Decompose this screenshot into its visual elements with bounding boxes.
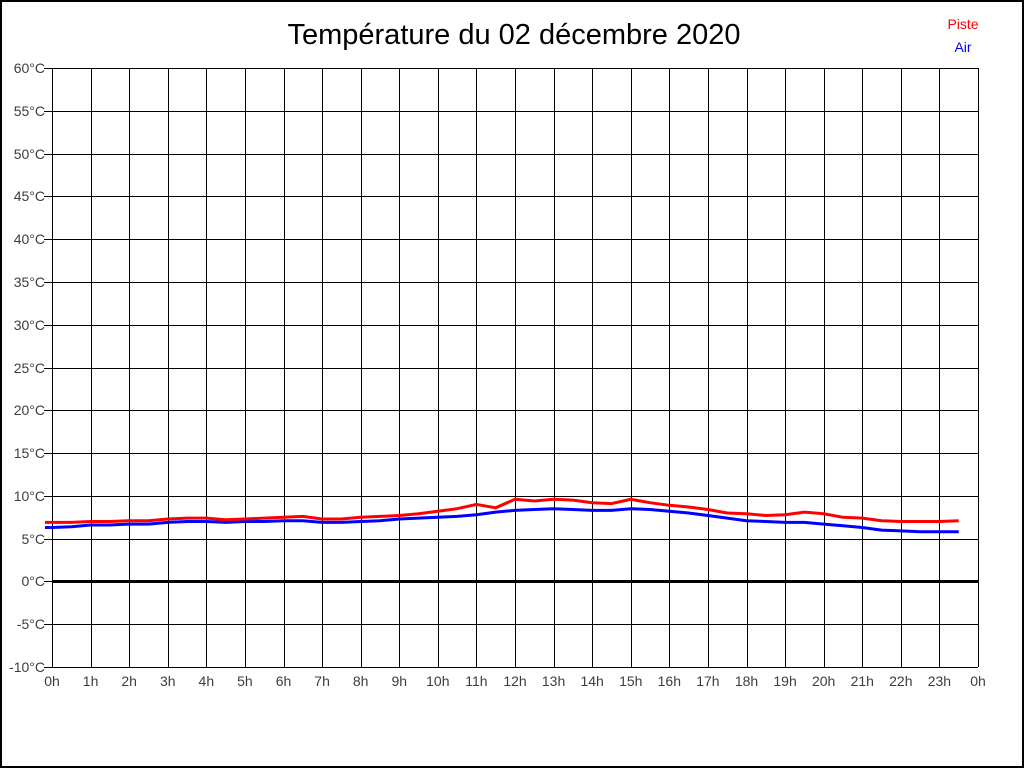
y-tick-label: 60°C: [13, 60, 45, 76]
x-tick-label: 14h: [580, 673, 604, 689]
y-tick-label: 0°C: [21, 573, 46, 590]
x-tick-label: 8h: [352, 673, 369, 689]
y-tick-label: 10°C: [13, 487, 45, 504]
x-tick-label: 15h: [619, 673, 643, 689]
x-tick-label: 6h: [275, 673, 292, 689]
y-tick-label: -10°C: [9, 659, 45, 675]
legend-label-air: Air: [954, 39, 972, 55]
x-tick-label: 0h: [970, 673, 986, 689]
x-tick-label: 1h: [82, 673, 99, 689]
y-tick-label: 30°C: [13, 316, 45, 333]
x-tick-label: 0h: [44, 673, 60, 689]
y-tick-label: 35°C: [13, 273, 45, 290]
x-tick-label: 18h: [734, 673, 759, 689]
x-tick-label: 22h: [889, 673, 913, 689]
y-tick-label: -5°C: [16, 616, 45, 633]
air-line: [51, 507, 959, 534]
x-tick-label: 10h: [426, 673, 450, 689]
piste-line: [52, 497, 959, 524]
y-tick-label: 25°C: [13, 359, 45, 376]
x-tick-label: 11h: [465, 673, 488, 689]
x-tick-label: 5h: [237, 673, 253, 689]
legend-item-air: Air: [932, 36, 994, 59]
legend-label-piste: Piste: [947, 16, 979, 32]
x-tick-label: 21h: [850, 673, 874, 689]
legend: Piste Air: [932, 13, 994, 59]
x-tick-label: 13h: [541, 673, 566, 689]
y-tick-label: 40°C: [13, 231, 45, 248]
x-tick-label: 3h: [159, 673, 176, 689]
x-tick-label: 7h: [314, 673, 330, 689]
x-tick-label: 19h: [773, 673, 797, 689]
y-tick-label: 50°C: [13, 145, 45, 162]
y-tick-label: 45°C: [13, 188, 45, 205]
y-tick-label: 20°C: [13, 402, 45, 419]
y-tick-label: 55°C: [13, 102, 45, 119]
legend-item-piste: Piste: [932, 13, 994, 36]
y-tick-label: 5°C: [21, 530, 46, 547]
x-tick-label: 9h: [391, 673, 408, 689]
x-tick-label: 23h: [927, 673, 952, 689]
x-tick-label: 12h: [503, 673, 527, 689]
x-tick-label: 20h: [811, 673, 836, 689]
x-tick-label: 4h: [198, 673, 215, 689]
y-tick-label: 15°C: [13, 445, 45, 462]
x-tick-label: 17h: [696, 673, 720, 689]
chart-title: Température du 02 décembre 2020: [287, 19, 741, 51]
x-tick-label: 2h: [121, 673, 137, 689]
x-tick-label: 16h: [657, 673, 681, 689]
